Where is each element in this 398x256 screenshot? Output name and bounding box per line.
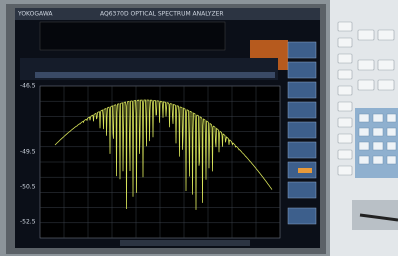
softkey-highlight [298, 168, 312, 173]
info-box [40, 22, 225, 50]
y-label: -46.5 [20, 83, 36, 90]
settings-bar [35, 72, 275, 78]
screen-title: AQ6370D OPTICAL SPECTRUM ANALYZER [100, 11, 224, 18]
softkeys [288, 42, 316, 224]
y-label: -49.5 [20, 149, 36, 156]
y-label: -50.5 [20, 184, 36, 191]
brand: YOKOGAWA [17, 11, 53, 18]
bottom-bar [120, 240, 250, 246]
connector-area [352, 200, 398, 230]
y-label: -52.5 [20, 219, 36, 226]
scene: YOKOGAWA AQ6370D OPTICAL SPECTRUM ANALYZ… [0, 0, 398, 256]
